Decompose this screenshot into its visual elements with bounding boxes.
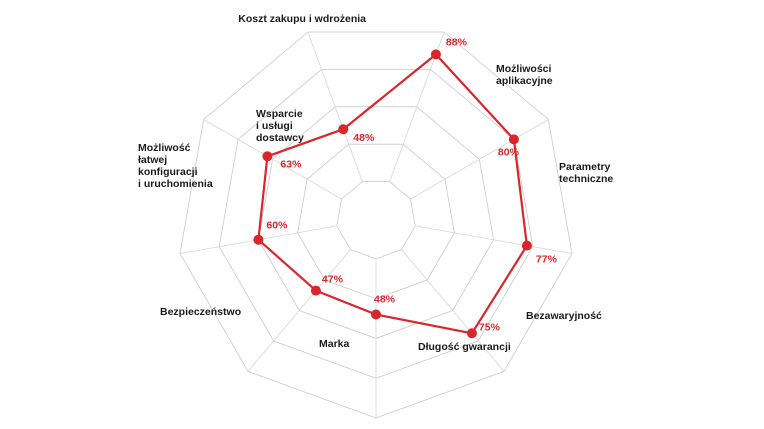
series-line xyxy=(257,53,529,335)
data-point-6 xyxy=(310,285,321,296)
grid-spoke-8 xyxy=(203,119,342,200)
category-label-line: Bezpieczeństwo xyxy=(160,306,241,318)
grid-spoke-9 xyxy=(307,31,363,182)
category-label-8: Możliwość łatwej konfiguracji i uruchomieni… xyxy=(138,142,213,190)
value-label-2: 80% xyxy=(498,146,520,158)
data-point-9 xyxy=(338,124,349,135)
category-label-3: Parametry techniczne xyxy=(559,161,613,185)
grid-ring-2 xyxy=(297,143,455,300)
value-label-7: 60% xyxy=(266,220,288,232)
grid-spoke-3 xyxy=(415,225,573,254)
grid-ring-4 xyxy=(218,69,534,379)
category-label-2: Możliwości aplikacyjne xyxy=(496,63,553,87)
grid-ring-5 xyxy=(179,31,573,419)
value-label-5: 48% xyxy=(374,294,396,306)
data-point-5 xyxy=(371,309,381,320)
radar-grid xyxy=(179,31,573,419)
grid-ring-3 xyxy=(257,106,495,339)
value-label-9: 48% xyxy=(353,132,375,144)
value-label-8: 63% xyxy=(280,158,302,170)
category-label-line: łatwej xyxy=(138,154,167,166)
category-label-line: dostawcy xyxy=(256,132,304,144)
data-point-1 xyxy=(430,49,441,60)
category-label-5: Długość gwarancji xyxy=(418,341,511,353)
category-label-line: konfiguracji xyxy=(138,166,198,178)
category-label-line: Marka xyxy=(319,338,350,350)
radar-labels: Koszt zakupu i wdrożenia 88% Możliwości apl… xyxy=(138,13,613,353)
category-label-7: Bezpieczeństwo xyxy=(160,306,241,318)
category-label-line: Możliwość xyxy=(138,142,191,154)
category-label-4: Bezawaryjność xyxy=(526,310,602,322)
category-label-line: Parametry xyxy=(559,161,611,173)
data-point-2 xyxy=(508,134,519,145)
category-label-line: Długość gwarancji xyxy=(418,341,511,353)
data-point-8 xyxy=(262,151,273,162)
category-label-line: i uruchomienia xyxy=(138,178,213,190)
category-label-line: techniczne xyxy=(559,173,613,185)
grid-ring-1 xyxy=(336,181,416,260)
category-label-line: i usługi xyxy=(256,120,293,132)
data-point-7 xyxy=(253,234,264,245)
category-label-line: Wsparcie xyxy=(256,108,303,120)
category-label-1: Koszt zakupu i wdrożenia xyxy=(238,13,366,25)
grid-spoke-2 xyxy=(410,119,549,200)
grid-spoke-6 xyxy=(247,249,351,372)
value-label-6: 47% xyxy=(322,274,344,286)
data-point-3 xyxy=(521,240,532,251)
category-label-9: Wsparcie i usługi dostawcy xyxy=(256,108,304,144)
category-label-line: Możliwości xyxy=(496,63,552,75)
grid-spoke-4 xyxy=(401,249,505,372)
category-label-6: Marka xyxy=(319,338,350,350)
category-label-line: Koszt zakupu i wdrożenia xyxy=(238,13,366,25)
value-label-3: 77% xyxy=(536,254,558,266)
value-label-1: 88% xyxy=(446,36,468,48)
category-label-line: Bezawaryjność xyxy=(526,310,602,322)
radar-series xyxy=(253,49,532,339)
data-point-4 xyxy=(466,328,477,339)
value-label-4: 75% xyxy=(479,321,501,333)
category-label-line: aplikacyjne xyxy=(496,75,553,87)
